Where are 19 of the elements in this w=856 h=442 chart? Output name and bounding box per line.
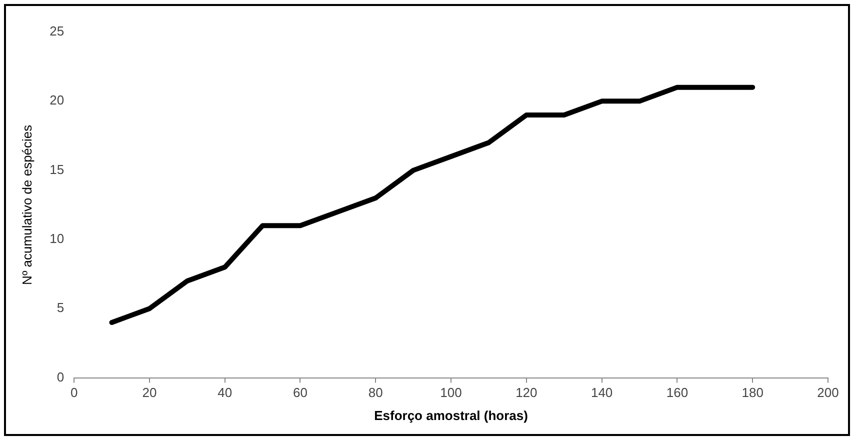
x-tick-label: 100	[440, 385, 462, 400]
x-tick-label: 60	[293, 385, 308, 400]
y-tick-label: 10	[50, 231, 64, 246]
x-tick-label: 200	[817, 385, 839, 400]
x-tick-label: 140	[590, 385, 613, 400]
x-tick-label: 0	[70, 385, 78, 400]
y-tick-label: 25	[50, 24, 64, 39]
x-tick-label: 20	[142, 385, 157, 400]
x-tick-label: 180	[742, 385, 764, 400]
x-axis-title: Esforço amostral (horas)	[374, 408, 528, 423]
y-tick-label: 5	[56, 300, 64, 316]
y-axis-title: Nº acumulativo de espécies	[19, 124, 34, 285]
y-tick-label: 20	[50, 92, 64, 108]
x-tick-label: 40	[218, 385, 232, 400]
y-tick-label: 0	[56, 369, 64, 384]
y-tick-label: 15	[50, 162, 64, 177]
x-tick-label: 160	[666, 385, 688, 400]
x-tick-label: 80	[368, 385, 383, 400]
x-tick-label: 120	[516, 385, 538, 400]
